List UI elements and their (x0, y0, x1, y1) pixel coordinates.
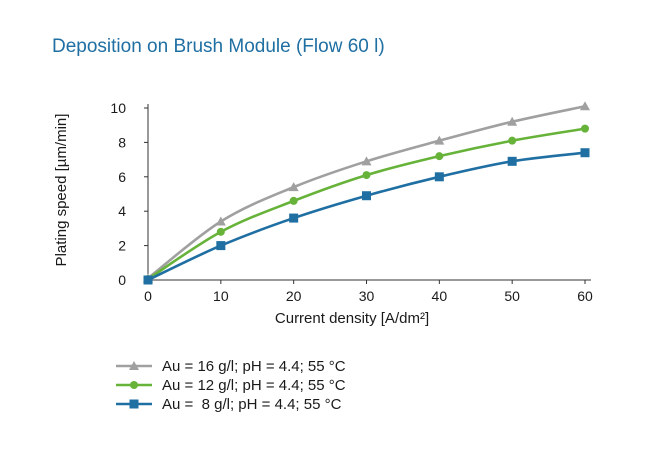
y-tick-label: 10 (110, 100, 126, 116)
data-point-square-3 (216, 241, 226, 251)
legend: Au = 16 g/l; pH = 4.4; 55 °C Au = 12 g/l;… (116, 358, 346, 413)
data-point-square-3 (580, 148, 590, 158)
data-point-circle-2 (362, 171, 371, 180)
data-point-triangle-1 (507, 116, 518, 126)
y-tick-label: 8 (118, 134, 126, 150)
legend-marker-2 (130, 381, 138, 389)
legend-marker-3 (129, 399, 139, 409)
y-tick-label: 4 (118, 203, 126, 219)
data-point-circle-2 (216, 227, 225, 236)
data-point-square-3 (289, 213, 299, 223)
data-point-triangle-1 (434, 135, 445, 145)
x-tick-label: 10 (213, 288, 229, 304)
x-tick-label: 20 (286, 288, 302, 304)
x-tick-label: 0 (144, 288, 152, 304)
data-point-circle-2 (581, 124, 589, 133)
legend-marker-1 (129, 361, 139, 370)
x-tick-label: 60 (577, 288, 593, 304)
x-tick-label: 50 (504, 288, 520, 304)
data-point-square-3 (507, 156, 517, 166)
y-tick-label: 0 (118, 272, 126, 288)
plot-area (143, 101, 590, 285)
legend-label-1: Au = 16 g/l; pH = 4.4; 55 °C (162, 358, 346, 375)
data-point-triangle-1 (215, 216, 226, 226)
x-tick-label: 30 (359, 288, 375, 304)
data-point-square-3 (143, 275, 153, 285)
data-point-square-3 (362, 191, 371, 201)
legend-label-2: Au = 12 g/l; pH = 4.4; 55 °C (162, 377, 346, 394)
y-tick-label: 2 (118, 238, 126, 254)
series-line-2 (147, 127, 586, 281)
y-axis-label: Plating speed [µm/min] (53, 114, 70, 267)
data-point-triangle-1 (361, 156, 372, 166)
data-point-triangle-1 (288, 182, 299, 192)
data-point-square-3 (434, 172, 444, 182)
data-point-triangle-1 (580, 101, 590, 111)
legend-label-3: Au = 8 g/l; pH = 4.4; 55 °C (162, 396, 342, 413)
x-tick-label: 40 (432, 288, 448, 304)
data-point-circle-2 (435, 152, 444, 161)
y-tick-label: 6 (118, 169, 126, 185)
x-axis-label: Current density [A/dm²] (275, 310, 429, 327)
data-point-circle-2 (289, 196, 298, 205)
chart-title: Deposition on Brush Module (Flow 60 l) (52, 36, 385, 57)
tick-labels: 0 10 20 30 40 50 60 0 2 4 6 8 10 (110, 100, 593, 304)
data-point-circle-2 (508, 136, 517, 145)
